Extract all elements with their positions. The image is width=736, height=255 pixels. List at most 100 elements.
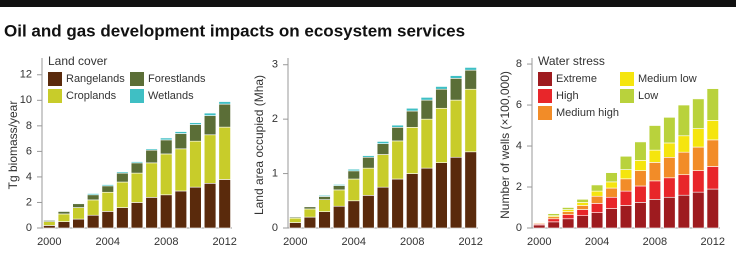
bar-segment <box>87 214 100 229</box>
y-tick-label: 6 <box>26 145 32 157</box>
x-tick-label: 2012 <box>701 236 725 248</box>
bar-segment <box>362 195 375 229</box>
y-tick-label: 6 <box>516 99 522 111</box>
bar-segment <box>692 98 705 129</box>
bar-segment <box>218 101 231 105</box>
bar-segment <box>677 151 690 176</box>
bar-segment <box>634 170 647 187</box>
bar-segment <box>333 184 346 186</box>
bar-segment <box>449 78 463 101</box>
bar-segment <box>87 193 100 196</box>
bar-segment <box>318 195 331 197</box>
bar-segment <box>347 178 360 202</box>
bar-segment <box>189 140 202 188</box>
bar-segment <box>318 199 331 212</box>
bar-segment <box>160 139 173 155</box>
bar-segment <box>605 181 618 189</box>
bar-segment <box>391 140 404 180</box>
bar-segment <box>648 149 662 163</box>
legend-label: Medium low <box>638 73 697 85</box>
bar-segment <box>706 88 719 121</box>
bar-segment <box>203 112 217 116</box>
x-tick-label: 2000 <box>527 236 551 248</box>
x-tick-label: 2004 <box>96 236 120 248</box>
bar-segment <box>362 156 375 169</box>
bar-segment <box>289 222 302 229</box>
bar-segment <box>706 139 719 167</box>
legend-swatch <box>538 72 552 86</box>
bar-segment <box>160 153 173 196</box>
bar-segment <box>145 162 158 198</box>
bar-segment <box>590 190 604 197</box>
bar-segment <box>576 202 589 206</box>
bar-segment <box>189 122 202 125</box>
bar-segment <box>692 128 705 148</box>
bar-segment <box>347 200 360 229</box>
bar-segment <box>706 166 719 190</box>
y-tick-label: 0 <box>272 222 278 234</box>
y-tick-label: 12 <box>20 69 32 81</box>
bar-segment <box>605 187 618 198</box>
bar-segment <box>87 194 100 201</box>
y-tick-label: 4 <box>516 140 522 152</box>
bar-segment <box>706 188 719 229</box>
bar-segment <box>362 155 375 158</box>
legend-title: Land cover <box>48 54 107 68</box>
bar-segment <box>677 135 690 153</box>
legend-swatch <box>130 72 144 86</box>
bar-segment <box>648 162 662 182</box>
y-tick-label: 8 <box>516 58 522 70</box>
bar-segment <box>449 99 463 158</box>
bar-segment <box>160 194 173 229</box>
bar-segment <box>562 211 575 215</box>
bar-segment <box>116 172 129 183</box>
bar-segment <box>619 190 633 206</box>
bar-segment <box>663 117 676 144</box>
y-tick-label: 10 <box>20 94 32 106</box>
legend-swatch <box>538 89 552 103</box>
bar-segment <box>203 134 217 184</box>
bar-segment <box>464 151 477 229</box>
bar-segment <box>435 86 448 90</box>
bar-segment <box>562 207 575 210</box>
bar-segment <box>318 196 331 200</box>
bar-segment <box>72 207 85 220</box>
bar-segment <box>174 190 187 229</box>
bar-segment <box>634 160 647 171</box>
legend-swatch <box>48 72 62 86</box>
bar-segment <box>362 167 375 196</box>
bar-segment <box>663 142 676 158</box>
bar-segment <box>145 149 158 164</box>
bar-segment <box>605 208 618 229</box>
legend-swatch <box>130 89 144 103</box>
bar-segment <box>435 107 448 163</box>
bar-segment <box>692 191 705 229</box>
bar-segment <box>218 103 231 128</box>
bar-segment <box>547 218 560 223</box>
bar-segment <box>130 202 144 229</box>
bar-segment <box>406 127 419 174</box>
legend-label: Low <box>638 90 658 102</box>
y-tick-label: 0 <box>26 222 32 234</box>
bar-segment <box>130 172 144 203</box>
bar-segment <box>435 162 448 229</box>
bar-segment <box>464 88 477 153</box>
bar-segment <box>303 206 317 210</box>
bar-segment <box>449 75 463 79</box>
x-tick-label: 2008 <box>400 236 424 248</box>
bar-segment <box>663 156 676 179</box>
legend-swatch <box>620 89 634 103</box>
bar-segment <box>605 172 618 183</box>
bar-segment <box>218 179 231 229</box>
bar-segment <box>576 215 589 229</box>
legend-swatch <box>538 106 552 120</box>
bar-segment <box>145 197 158 229</box>
bar-segment <box>677 194 690 229</box>
bar-segment <box>160 137 173 141</box>
bar-segment <box>562 209 575 212</box>
bar-segment <box>174 131 187 134</box>
legend-swatch <box>48 89 62 103</box>
figure-title: Oil and gas development impacts on ecosy… <box>4 21 465 40</box>
bar-segment <box>547 213 560 217</box>
